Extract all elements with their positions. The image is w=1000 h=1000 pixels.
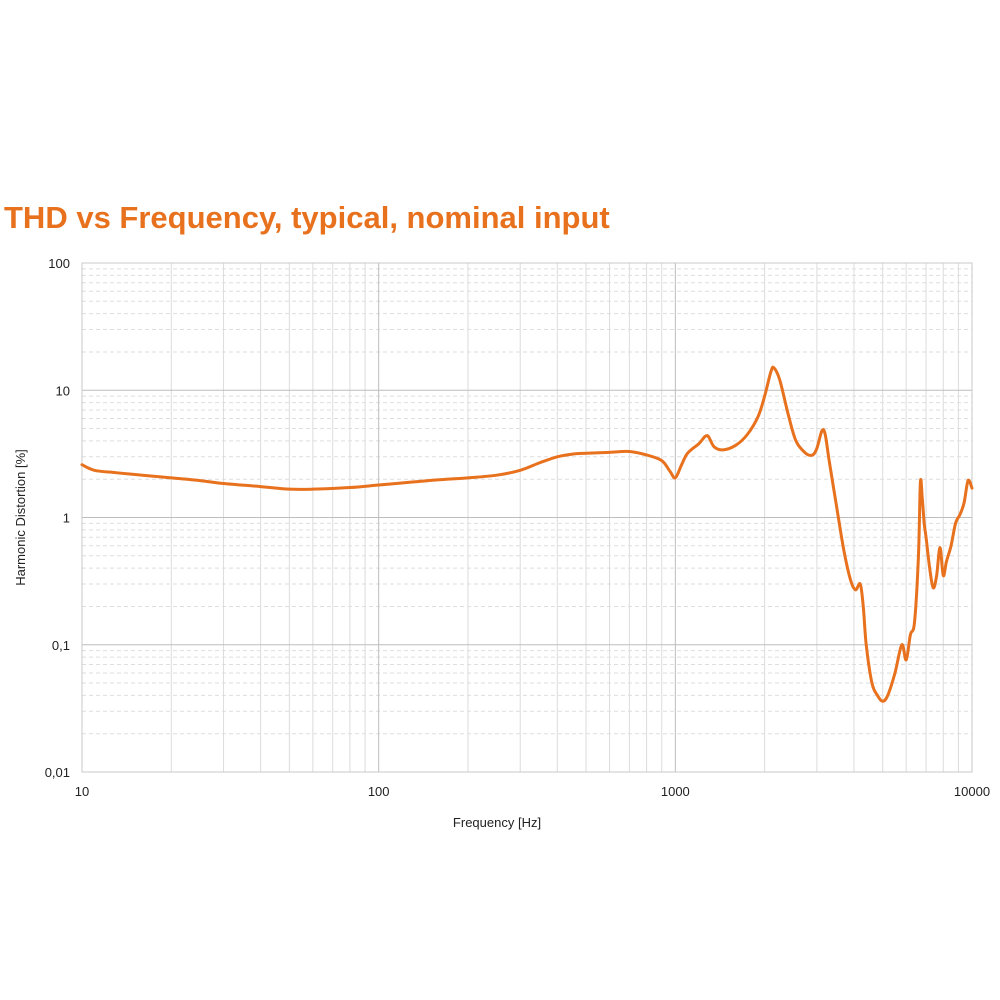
y-tick-label: 0,01 <box>45 765 70 780</box>
x-tick-label: 10 <box>75 784 89 799</box>
y-tick-label: 1 <box>63 511 70 526</box>
thd-series-line <box>80 365 974 703</box>
y-tick-label: 100 <box>48 256 70 271</box>
y-tick-label: 10 <box>56 383 70 398</box>
tick-labels: 10 100 1000 10000 100 10 1 0,1 0,01 <box>45 256 990 799</box>
y-axis-title: Harmonic Distortion [%] <box>13 449 28 586</box>
x-tick-label: 1000 <box>661 784 690 799</box>
x-tick-label: 100 <box>368 784 390 799</box>
y-tick-label: 0,1 <box>52 638 70 653</box>
plot-frame <box>81 262 973 773</box>
x-axis-title: Frequency [Hz] <box>453 815 541 830</box>
series-layer <box>80 365 974 703</box>
x-tick-label: 10000 <box>954 784 990 799</box>
chart-title: THD vs Frequency, typical, nominal input <box>4 200 610 235</box>
